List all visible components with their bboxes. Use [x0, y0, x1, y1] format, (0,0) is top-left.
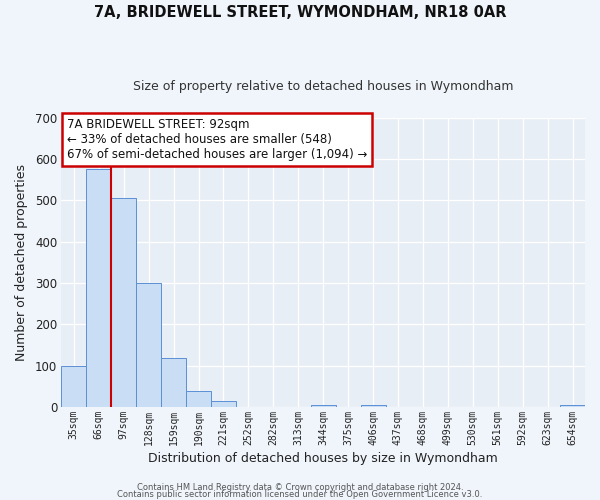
Bar	[86, 170, 111, 407]
Bar	[361, 405, 386, 407]
Bar	[560, 405, 585, 407]
Bar	[311, 405, 335, 407]
X-axis label: Distribution of detached houses by size in Wymondham: Distribution of detached houses by size …	[148, 452, 498, 465]
Bar	[136, 283, 161, 407]
Text: 7A, BRIDEWELL STREET, WYMONDHAM, NR18 0AR: 7A, BRIDEWELL STREET, WYMONDHAM, NR18 0A…	[94, 5, 506, 20]
Y-axis label: Number of detached properties: Number of detached properties	[15, 164, 28, 361]
Bar	[61, 366, 86, 407]
Text: Contains public sector information licensed under the Open Government Licence v3: Contains public sector information licen…	[118, 490, 482, 499]
Bar	[161, 358, 186, 407]
Text: 7A BRIDEWELL STREET: 92sqm
← 33% of detached houses are smaller (548)
67% of sem: 7A BRIDEWELL STREET: 92sqm ← 33% of deta…	[67, 118, 367, 161]
Bar	[111, 198, 136, 407]
Bar	[211, 401, 236, 407]
Text: Contains HM Land Registry data © Crown copyright and database right 2024.: Contains HM Land Registry data © Crown c…	[137, 484, 463, 492]
Title: Size of property relative to detached houses in Wymondham: Size of property relative to detached ho…	[133, 80, 514, 93]
Bar	[186, 392, 211, 407]
